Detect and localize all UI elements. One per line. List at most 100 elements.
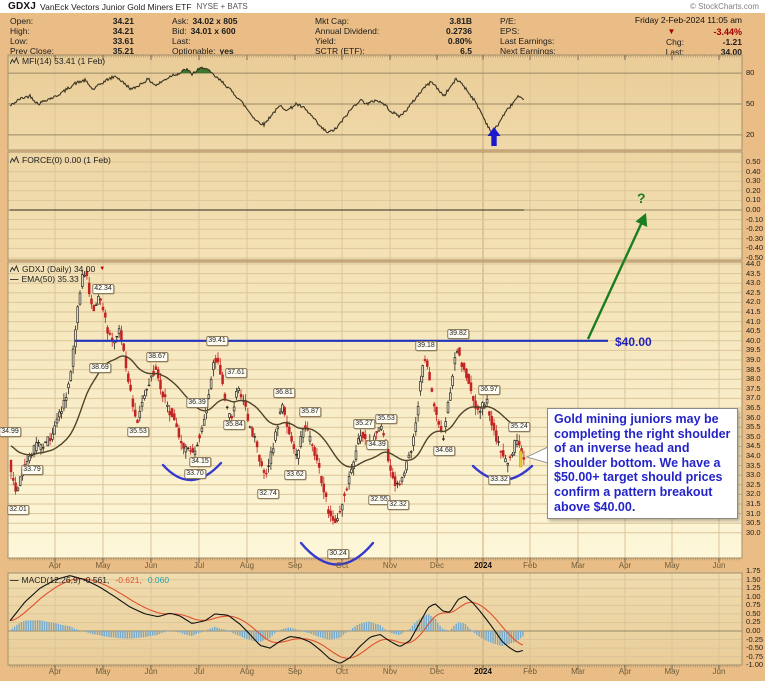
quote-datetime: Friday 2-Feb-2024 11:05 am <box>634 15 742 25</box>
y-axis-label: 1.00 <box>746 591 761 601</box>
price-flag: 33.70 <box>184 469 206 479</box>
y-axis-label: 39.5 <box>746 345 761 355</box>
x-axis-month-label: May <box>95 561 111 570</box>
y-axis-label: 0.50 <box>746 157 761 166</box>
quote-field-label: High: <box>10 26 30 36</box>
percent-change: -3.44% <box>713 26 742 37</box>
x-axis-month-label: Oct <box>335 667 349 676</box>
quote-row: Open: 34.21 <box>10 16 134 26</box>
quote-row: Yield: 0.80% <box>315 36 472 46</box>
price-flag: 37.61 <box>225 368 247 378</box>
y-axis-label: 1.25 <box>746 583 761 593</box>
down-arrow-icon: ▼ <box>667 27 676 36</box>
price-label: GDXJ (Daily) 34.00 ▼ <box>10 264 105 274</box>
x-axis-month-label: Aug <box>239 561 255 570</box>
quote-field-value: yes <box>219 46 234 56</box>
price-flag: 35.87 <box>299 407 321 417</box>
macd-panel <box>8 573 742 665</box>
price-flag: 35.27 <box>353 419 375 429</box>
y-axis-label: 42.5 <box>746 287 761 297</box>
price-flag: 33.62 <box>284 470 306 480</box>
x-axis-month-label: Jul <box>193 561 205 570</box>
x-axis-month-label: Jun <box>712 667 726 676</box>
quote-field-label: Yield: <box>315 36 336 46</box>
y-axis-label: 44.0 <box>746 259 761 268</box>
question-mark: ? <box>637 190 646 206</box>
y-axis-label: 0.20 <box>746 185 761 195</box>
y-axis-label: 1.75 <box>746 566 761 576</box>
x-axis-month-label: May <box>95 667 111 676</box>
price-flag: 38.69 <box>89 363 111 373</box>
price-flag: 34.15 <box>189 457 211 467</box>
x-axis-month-label: Apr <box>48 667 62 676</box>
quote-field-value: 34.21 <box>112 26 134 36</box>
x-axis-month-label: 2024 <box>474 561 492 570</box>
price-flag: 42.34 <box>92 284 114 294</box>
quote-field-label: Last Earnings: <box>500 36 555 46</box>
price-flag: 34.39 <box>366 440 388 450</box>
quote-field-label: Prev Close: <box>10 46 54 56</box>
quote-row: Next Earnings: <box>500 46 610 56</box>
annotation-note: Gold mining juniors may be completing th… <box>547 408 738 520</box>
percent-change-row: ▼ -3.44% <box>562 26 742 37</box>
force-label: FORCE(0) 0.00 (1 Feb) <box>10 155 111 165</box>
quote-row: Prev Close: 35.21 <box>10 46 134 56</box>
quote-field-value: 34.21 <box>112 16 134 26</box>
price-flag: 39.82 <box>447 329 469 339</box>
x-axis-month-label: Nov <box>382 667 398 676</box>
macd-histogram-value: 0.060 <box>147 575 170 585</box>
quote-field-value: 6.5 <box>460 46 472 56</box>
y-axis-label: 80 <box>746 68 755 78</box>
y-axis-label: -0.25 <box>746 634 764 644</box>
copyright: © StockCharts.com <box>689 2 759 11</box>
macd-label: — MACD(12,26,9) -0.561, -0.621, 0.060 <box>10 575 170 585</box>
quote-row: Mkt Cap: 3.81B <box>315 16 472 26</box>
y-axis-label: 38.5 <box>746 364 761 374</box>
quote-field-label: SCTR (ETF): <box>315 46 365 56</box>
price-flag: 33.79 <box>21 465 43 475</box>
y-axis-label: 35.5 <box>746 422 761 432</box>
quote-col-bidask: Ask: 34.02 x 805 Bid: 34.01 x 600 Last: Optio… <box>172 16 304 56</box>
quote-field-value: 33.61 <box>112 36 134 46</box>
price-flag: 36.97 <box>478 385 500 395</box>
y-axis-label: 40.5 <box>746 326 761 336</box>
x-axis-month-label: Jun <box>144 667 158 676</box>
quote-field-value: 0.2736 <box>446 26 472 36</box>
price-flag: 35.24 <box>508 422 530 432</box>
y-axis-label: -0.40 <box>746 243 764 253</box>
y-axis-label: 33.5 <box>746 460 761 470</box>
quote-field-label: EPS: <box>500 26 520 36</box>
x-axis-month-label: Jun <box>144 561 158 570</box>
y-axis-label: 31.5 <box>746 499 761 508</box>
x-axis-month-label: Sep <box>287 561 303 570</box>
y-axis-label: -0.10 <box>746 214 764 224</box>
quote-field-label: Last: <box>172 36 191 46</box>
quote-field-value: 0.80% <box>447 36 472 46</box>
y-axis-label: 33.0 <box>746 470 761 480</box>
quote-field-label: Next Earnings: <box>500 46 556 56</box>
y-axis-label: 30.5 <box>746 518 761 528</box>
y-axis-label: 1.50 <box>746 574 761 584</box>
y-axis-label: -1.00 <box>746 660 764 670</box>
price-flag: 35.84 <box>223 420 245 430</box>
quote-field-value: 34.02 x 805 <box>192 16 238 26</box>
y-axis-label: 42.0 <box>746 297 761 307</box>
y-axis-label: 0.40 <box>746 166 761 176</box>
quote-row: High: 34.21 <box>10 26 134 36</box>
mfi-panel <box>8 55 742 150</box>
x-axis-month-label: May <box>664 667 680 676</box>
y-axis-label: -0.20 <box>746 224 764 234</box>
quote-row: SCTR (ETF): 6.5 <box>315 46 472 56</box>
quote-field-label: Optionable: <box>172 46 216 56</box>
macd-legend-swatch: — <box>10 575 19 585</box>
y-axis-label: 34.0 <box>746 451 761 460</box>
x-axis-month-label: Feb <box>523 561 537 570</box>
ema-legend-swatch: — <box>10 274 19 284</box>
quote-field-label: Bid: <box>172 26 187 36</box>
quote-row: EPS: <box>500 26 610 36</box>
quote-field-label: P/E: <box>500 16 517 26</box>
quote-field-label: Open: <box>10 16 34 26</box>
x-axis-month-label: Nov <box>382 561 398 570</box>
ema-label: — EMA(50) 35.33 <box>10 274 79 284</box>
x-axis-month-label: Aug <box>239 667 255 676</box>
